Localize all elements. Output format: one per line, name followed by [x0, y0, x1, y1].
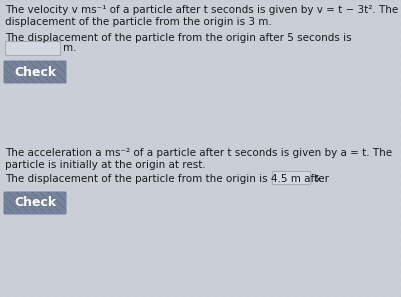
Text: The velocity v ms⁻¹ of a particle after t seconds is given by v = t − 3t². The i: The velocity v ms⁻¹ of a particle after …: [5, 5, 401, 15]
FancyBboxPatch shape: [272, 171, 310, 184]
Text: The displacement of the particle from the origin after 5 seconds is: The displacement of the particle from th…: [5, 33, 352, 43]
Text: s.: s.: [313, 173, 322, 183]
FancyBboxPatch shape: [5, 41, 60, 55]
FancyBboxPatch shape: [4, 61, 67, 83]
Text: particle is initially at the origin at rest.: particle is initially at the origin at r…: [5, 160, 206, 170]
Text: m.: m.: [63, 43, 77, 53]
Text: Check: Check: [14, 66, 56, 78]
Text: The displacement of the particle from the origin is 4.5 m after: The displacement of the particle from th…: [5, 174, 329, 184]
Text: displacement of the particle from the origin is 3 m.: displacement of the particle from the or…: [5, 17, 272, 27]
Text: The acceleration a ms⁻² of a particle after t seconds is given by a = t. The: The acceleration a ms⁻² of a particle af…: [5, 148, 392, 158]
FancyBboxPatch shape: [4, 192, 67, 214]
Text: Check: Check: [14, 197, 56, 209]
